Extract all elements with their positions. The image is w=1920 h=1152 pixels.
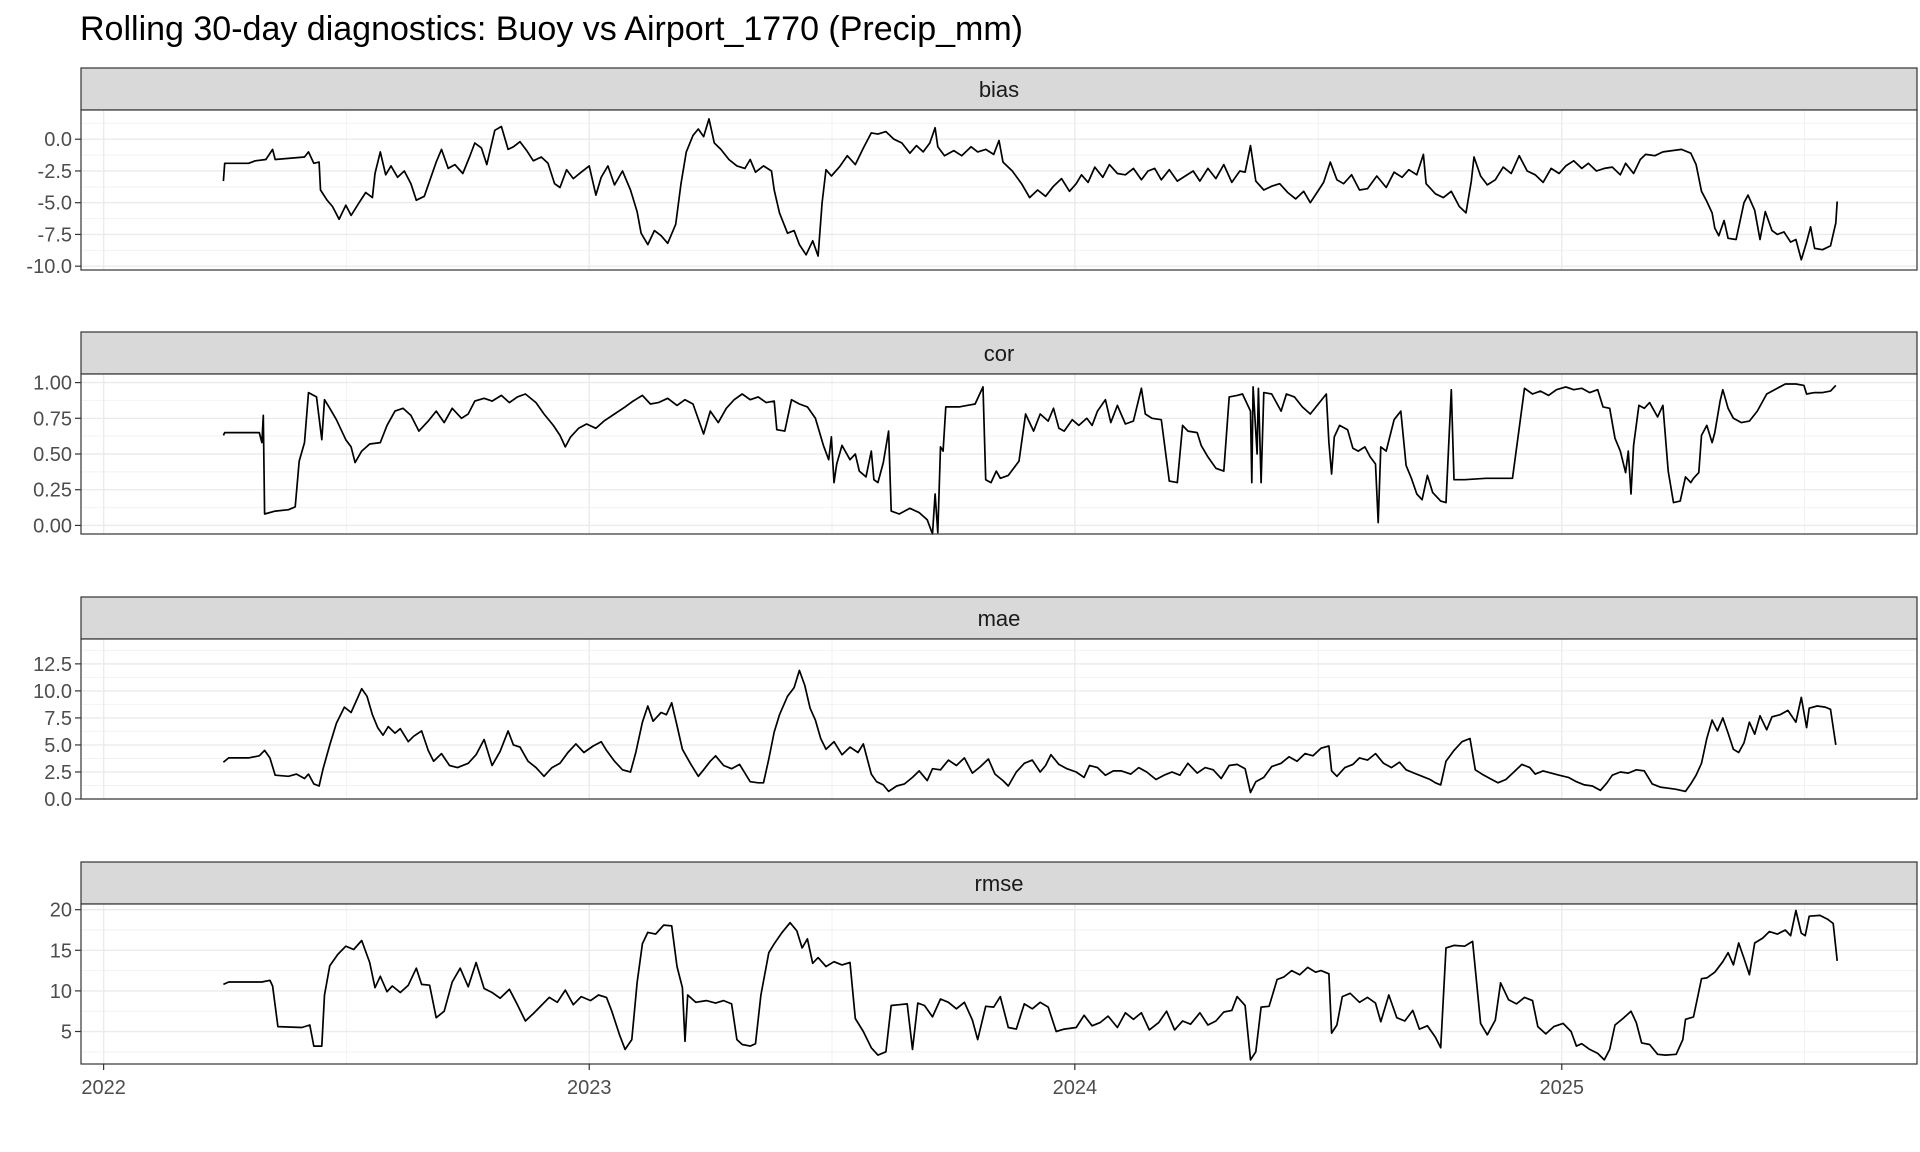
x-tick-label: 2024 [1053,1077,1098,1099]
y-tick-label: 20 [50,900,72,922]
facet-panels: bias 0.0 -2.5 -5.0 -7.5 -10.0 cor 1.00 0.75 0.50 0… [26,67,1918,1065]
y-tick-label: 0.0 [44,129,72,151]
x-axis: 2022 2023 2024 2025 [81,1064,1584,1099]
panel-mae: mae 0.0 2.5 5.0 7.5 10.0 12.5 [33,596,1918,811]
panel-bias: bias 0.0 -2.5 -5.0 -7.5 -10.0 [26,67,1918,278]
y-tick-label: -10.0 [26,256,72,278]
y-tick-label: 12.5 [33,654,72,676]
panel-rmse: rmse 5 10 15 20 [50,861,1918,1065]
panel-cor: cor 1.00 0.75 0.50 0.25 0.00 [33,331,1918,537]
x-tick-label: 2025 [1540,1077,1585,1099]
strip-label-bias: bias [979,77,1019,102]
x-tick-label: 2022 [81,1077,126,1099]
series-line-mae [222,669,1837,794]
y-tick-label: 10.0 [33,681,72,703]
plot-area-mae [81,639,1917,799]
y-tick-label: 0.25 [33,480,72,502]
y-tick-label: 5 [61,1022,72,1044]
y-tick-label: -5.0 [38,193,72,215]
strip-rmse [80,861,1918,905]
y-tick-label: 2.5 [44,762,72,784]
strip-mae [80,596,1918,640]
panel-border-mae [80,638,1918,800]
y-tick-label: 10 [50,981,72,1003]
y-tick-label: 5.0 [44,735,72,757]
y-tick-label: -2.5 [38,161,72,183]
y-tick-label: 0.00 [33,515,72,537]
series-line-rmse [223,909,1839,1061]
y-tick-label: 0.75 [33,408,72,430]
series-line-cor [222,383,1837,535]
grid-mae [81,639,1917,800]
y-tick-label: 15 [50,940,72,962]
strip-bias [80,67,1918,111]
grid-bias [81,110,1917,270]
strip-label-rmse: rmse [975,871,1024,896]
y-tick-label: 0.50 [33,444,72,466]
panel-border-rmse [80,903,1918,1065]
plot-area-rmse [81,904,1917,1064]
x-tick-label: 2023 [567,1077,612,1099]
strip-label-cor: cor [984,341,1015,366]
y-tick-label: 0.0 [44,789,72,811]
strip-cor [80,331,1918,375]
panel-border-bias [80,109,1918,271]
chart-title: Rolling 30-day diagnostics: Buoy vs Airp… [80,10,1023,48]
y-tick-label: 1.00 [33,373,72,395]
y-tick-label: 7.5 [44,708,72,730]
y-tick-label: -7.5 [38,224,72,246]
strip-label-mae: mae [978,606,1021,631]
plot-area-bias [81,110,1917,270]
series-line-bias [222,118,1839,261]
